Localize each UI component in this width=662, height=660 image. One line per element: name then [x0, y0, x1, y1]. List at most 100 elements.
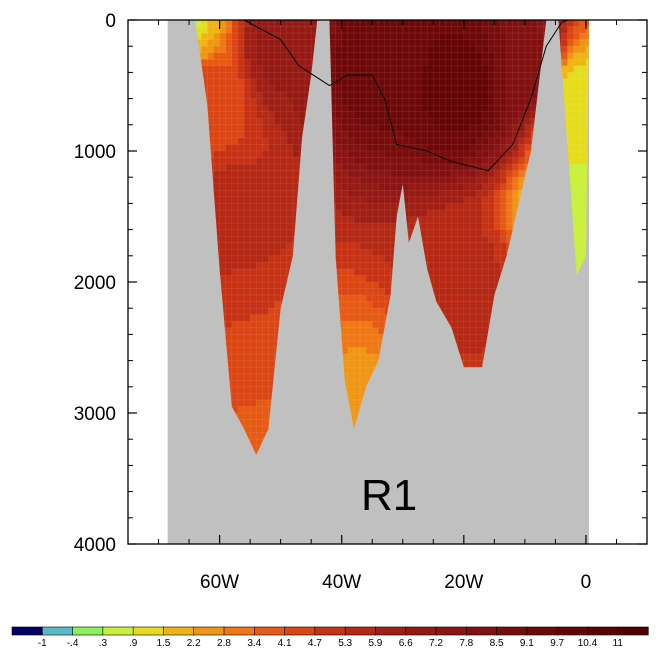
temperature-cell: [213, 20, 220, 27]
temperature-cell: [372, 131, 379, 139]
temperature-cell: [347, 295, 355, 303]
temperature-cell: [488, 59, 495, 67]
temperature-cell: [476, 118, 483, 126]
temperature-cell: [384, 223, 391, 230]
temperature-cell: [402, 26, 410, 34]
temperature-cell: [469, 111, 477, 119]
temperature-cell: [268, 196, 275, 204]
temperature-cell: [469, 65, 477, 73]
temperature-cell: [366, 242, 373, 250]
temperature-cell: [353, 229, 361, 237]
temperature-cell: [341, 354, 349, 361]
temperature-cell: [250, 203, 257, 211]
temperature-cell: [366, 327, 373, 335]
temperature-cell: [488, 183, 495, 191]
temperature-cell: [360, 26, 367, 34]
temperature-cell: [445, 170, 453, 178]
temperature-cell: [250, 151, 257, 158]
temperature-cell: [451, 65, 459, 73]
temperature-cell: [384, 157, 391, 165]
temperature-cell: [213, 137, 220, 145]
temperature-cell: [256, 33, 263, 41]
temperature-cell: [237, 164, 245, 172]
temperature-cell: [463, 203, 471, 211]
temperature-cell: [372, 249, 379, 257]
temperature-cell: [335, 46, 343, 54]
temperature-cell: [366, 98, 373, 106]
temperature-cell: [463, 78, 471, 86]
temperature-cell: [482, 321, 489, 329]
temperature-cell: [329, 26, 336, 34]
temperature-cell: [268, 183, 275, 191]
temperature-cell: [274, 255, 282, 263]
temperature-cell: [250, 131, 257, 139]
temperature-cell: [207, 131, 214, 139]
temperature-cell: [250, 413, 257, 420]
temperature-cell: [476, 59, 483, 67]
temperature-cell: [378, 92, 385, 99]
temperature-cell: [341, 249, 349, 257]
temperature-cell: [488, 242, 495, 250]
temperature-cell: [341, 33, 349, 41]
temperature-cell: [463, 65, 471, 73]
temperature-cell: [402, 85, 410, 93]
temperature-cell: [506, 229, 514, 237]
temperature-cell: [347, 216, 355, 224]
temperature-cell: [457, 20, 465, 27]
temperature-cell: [262, 301, 269, 309]
temperature-cell: [347, 78, 355, 86]
temperature-cell: [421, 52, 428, 60]
temperature-cell: [421, 216, 428, 224]
temperature-cell: [445, 131, 453, 139]
temperature-cell: [488, 157, 495, 165]
temperature-cell: [463, 177, 471, 185]
temperature-cell: [463, 327, 471, 335]
temperature-cell: [335, 190, 343, 198]
temperature-cell: [213, 46, 220, 54]
temperature-cell: [195, 33, 202, 41]
temperature-cell: [256, 26, 263, 34]
temperature-cell: [201, 52, 208, 60]
temperature-cell: [305, 59, 312, 67]
temperature-cell: [341, 137, 349, 145]
temperature-cell: [262, 137, 269, 145]
temperature-cell: [329, 124, 336, 132]
temperature-cell: [219, 33, 227, 41]
temperature-cell: [292, 157, 300, 165]
temperature-cell: [421, 59, 428, 67]
temperature-cell: [353, 164, 361, 172]
temperature-cell: [482, 26, 489, 34]
temperature-cell: [225, 301, 233, 309]
temperature-cell: [366, 223, 373, 230]
temperature-cell: [378, 177, 385, 185]
temperature-cell: [219, 183, 227, 191]
temperature-cell: [280, 151, 288, 158]
temperature-cell: [237, 72, 245, 80]
temperature-cell: [366, 190, 373, 198]
temperature-cell: [329, 137, 336, 145]
temperature-cell: [378, 183, 385, 191]
temperature-cell: [469, 20, 477, 27]
temperature-cell: [250, 426, 257, 434]
temperature-cell: [250, 354, 257, 361]
temperature-cell: [384, 295, 391, 303]
temperature-cell: [469, 78, 477, 86]
temperature-cell: [445, 262, 453, 270]
temperature-cell: [384, 177, 391, 185]
temperature-cell: [292, 124, 300, 132]
temperature-cell: [445, 111, 453, 119]
temperature-cell: [414, 164, 422, 172]
temperature-cell: [231, 26, 239, 34]
temperature-cell: [244, 170, 251, 178]
temperature-cell: [286, 177, 294, 185]
temperature-cell: [500, 39, 507, 47]
temperature-cell: [366, 301, 373, 309]
temperature-cell: [250, 137, 257, 145]
temperature-cell: [219, 242, 227, 250]
temperature-cell: [268, 386, 275, 394]
temperature-cell: [421, 92, 428, 99]
temperature-cell: [256, 144, 263, 152]
temperature-cell: [268, 78, 275, 86]
temperature-cell: [457, 33, 465, 41]
temperature-cell: [237, 419, 245, 427]
